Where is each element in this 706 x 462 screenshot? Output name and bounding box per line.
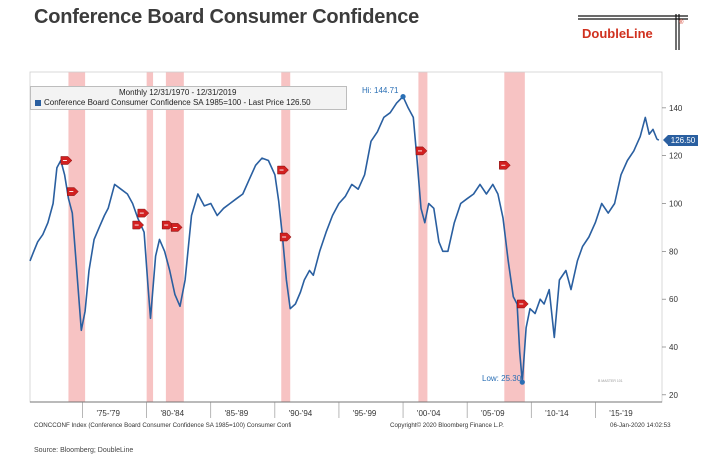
footer-index-label: CONCCONF Index (Conference Board Consume…: [34, 422, 292, 429]
recession-band-5: [504, 72, 525, 402]
watermark: B MASTER 101: [598, 379, 623, 383]
hi-label: Hi: 144.71: [362, 86, 399, 95]
logo-frame-icon: [578, 14, 688, 50]
x-tick-label-4: '95-'99: [353, 409, 377, 418]
recession-band-1: [146, 72, 154, 402]
x-tick-label-7: '10-'14: [545, 409, 569, 418]
legend-entry: Conference Board Consumer Confidence SA …: [35, 98, 311, 107]
y-axis-ticks: 20 40 60 80 100 120 140: [662, 104, 683, 400]
recession-band-2: [165, 72, 184, 402]
last-price-tag: 126.50: [663, 135, 698, 146]
y-tick-label-6: 140: [669, 104, 683, 113]
markers: [60, 146, 529, 309]
source-note: Source: Bloomberg; DoubleLine: [34, 447, 134, 454]
low-label: Low: 25.30: [482, 374, 522, 383]
x-tick-label-1: '80-'84: [161, 409, 185, 418]
footer-copyright: Copyright© 2020 Bloomberg Finance L.P.: [390, 422, 504, 429]
y-tick-label-3: 80: [669, 247, 678, 256]
x-tick-label-5: '00-'04: [417, 409, 441, 418]
x-axis-ticks: '75-'79 '80-'84 '85-'89 '90-'94 '95-'99 '00-'…: [82, 402, 633, 418]
legend-swatch-icon: [35, 99, 41, 106]
legend-series-label: Conference Board Consumer Confidence SA …: [44, 98, 311, 107]
recession-band-0: [68, 72, 86, 402]
x-tick-label-8: '15-'19: [609, 409, 633, 418]
logo-registered-mark: ®: [679, 20, 684, 26]
x-tick-label-3: '90-'94: [289, 409, 313, 418]
footer-timestamp: 06-Jan-2020 14:02:53: [610, 422, 671, 429]
y-tick-label-5: 120: [669, 152, 683, 161]
x-tick-label-0: '75-'79: [96, 409, 120, 418]
y-tick-label-4: 100: [669, 200, 683, 209]
x-tick-label-2: '85-'89: [225, 409, 249, 418]
y-tick-label-2: 60: [669, 295, 678, 304]
y-tick-label-1: 40: [669, 343, 678, 352]
legend: Monthly 12/31/1970 - 12/31/2019 Conferen…: [30, 86, 347, 110]
low-dot: [519, 379, 525, 385]
recession-bands: [68, 72, 525, 402]
y-tick-label-0: 20: [669, 391, 678, 400]
x-tick-label-6: '05-'09: [481, 409, 505, 418]
plot-area-frame: [29, 71, 663, 403]
legend-range: Monthly 12/31/1970 - 12/31/2019: [119, 88, 237, 97]
recession-band-4: [418, 72, 428, 402]
hi-dot: [400, 94, 406, 100]
series-line: [29, 95, 660, 383]
page-title: Conference Board Consumer Confidence: [34, 6, 420, 28]
logo-text: DoubleLine: [582, 26, 653, 41]
